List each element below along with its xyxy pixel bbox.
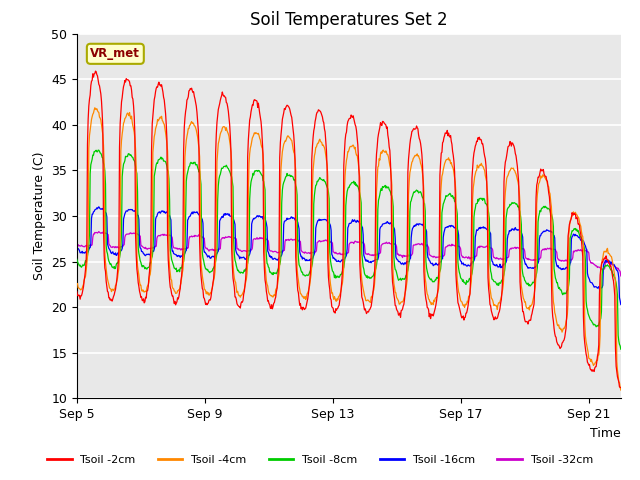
- Text: VR_met: VR_met: [90, 48, 140, 60]
- X-axis label: Time: Time: [590, 427, 621, 440]
- Title: Soil Temperatures Set 2: Soil Temperatures Set 2: [250, 11, 447, 29]
- Legend: Tsoil -2cm, Tsoil -4cm, Tsoil -8cm, Tsoil -16cm, Tsoil -32cm: Tsoil -2cm, Tsoil -4cm, Tsoil -8cm, Tsoi…: [43, 451, 597, 469]
- Y-axis label: Soil Temperature (C): Soil Temperature (C): [33, 152, 45, 280]
